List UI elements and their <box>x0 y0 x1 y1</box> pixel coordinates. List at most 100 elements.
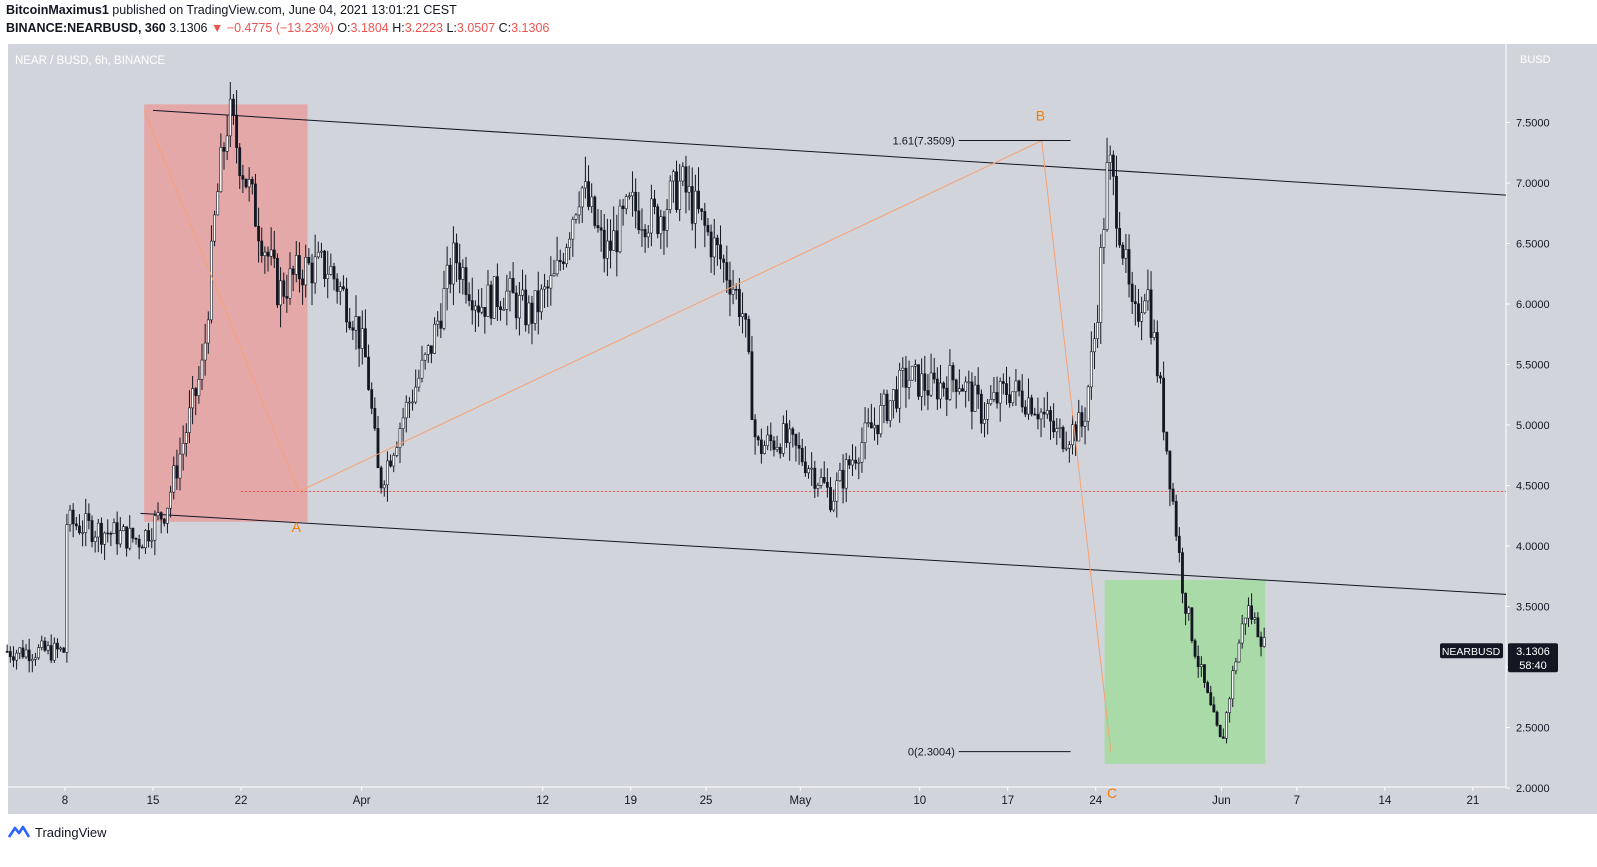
last-price: 3.1306 <box>169 21 208 35</box>
candle-up <box>1146 289 1150 302</box>
candle-down <box>1171 488 1175 502</box>
channel-top-line <box>152 109 1507 196</box>
candle-up <box>552 273 556 277</box>
candle-down <box>895 389 898 409</box>
candle-up <box>354 316 358 331</box>
candle-down <box>615 230 619 253</box>
candle-down <box>511 277 515 294</box>
wave-line <box>143 110 1112 752</box>
candle-down <box>162 518 166 524</box>
candle-up <box>1108 154 1112 163</box>
candle-down <box>621 205 625 210</box>
price-tick-label: 3.5000 <box>1516 602 1550 614</box>
candle-up <box>474 305 477 311</box>
candle-down <box>430 345 433 354</box>
candle-up <box>580 187 584 208</box>
candle-up <box>508 277 512 292</box>
candle-down <box>722 258 726 263</box>
candle-up <box>65 524 69 653</box>
candle-up <box>568 238 572 248</box>
candle-up <box>835 480 839 502</box>
candle-down <box>260 240 264 257</box>
price-tick-label: 7.5000 <box>1516 118 1550 130</box>
candle-down <box>140 546 144 549</box>
candle-up <box>1086 386 1090 422</box>
time-tick-label: 7 <box>1294 795 1300 807</box>
candle-down <box>370 389 374 409</box>
candle-down <box>995 392 999 404</box>
candle-down <box>115 522 119 545</box>
candle-down <box>367 356 370 390</box>
candle-up <box>360 328 364 349</box>
candle-up <box>492 276 496 319</box>
candle-up <box>929 372 933 396</box>
candle-down <box>467 294 471 301</box>
candle-down <box>1212 704 1216 713</box>
candle-down <box>100 522 103 545</box>
candle-down <box>800 447 804 463</box>
candle-down <box>1206 682 1210 693</box>
candle-down <box>1177 535 1181 553</box>
time-tick-label: 19 <box>624 795 637 807</box>
candle-up <box>671 171 675 182</box>
candle-up <box>898 369 902 409</box>
candle-down <box>1137 303 1140 322</box>
candle-down <box>829 487 832 511</box>
high-label: H: <box>392 21 405 35</box>
candle-down <box>1256 617 1260 638</box>
candle-up <box>1243 617 1247 625</box>
candle-down <box>175 465 179 479</box>
candle-up <box>857 461 861 464</box>
candle-down <box>1130 283 1134 302</box>
candle-down <box>587 181 590 207</box>
candle-up <box>304 257 308 286</box>
candle-up <box>326 273 330 279</box>
candle-up <box>1011 391 1015 404</box>
time-tick-label: Jun <box>1212 795 1231 807</box>
candle-up <box>502 309 506 311</box>
close-value: 3.1306 <box>511 21 550 35</box>
time-tick-label: 8 <box>62 795 68 807</box>
candle-up <box>420 359 424 379</box>
candle-down <box>56 642 59 650</box>
candle-up <box>989 399 993 404</box>
candle-down <box>21 647 25 658</box>
candle-up <box>228 98 232 137</box>
candle-down <box>1165 431 1169 452</box>
candle-down <box>1133 301 1137 305</box>
candle-up <box>505 290 509 310</box>
candle-up <box>15 652 19 661</box>
candle-up <box>18 647 22 654</box>
candle-down <box>87 513 91 521</box>
candle-up <box>263 251 267 257</box>
author-name: BitcoinMaximus1 <box>6 3 109 17</box>
candle-up <box>851 459 854 466</box>
candle-up <box>184 432 188 444</box>
candle-down <box>464 267 468 295</box>
candle-down <box>756 436 760 441</box>
candle-up <box>1071 424 1074 446</box>
candle-up <box>957 388 961 392</box>
candle-up <box>1064 447 1068 450</box>
change-value: −0.4775 (−13.23%) <box>226 21 334 35</box>
candle-down <box>235 114 238 148</box>
candle-up <box>1045 410 1049 415</box>
candle-down <box>596 225 600 229</box>
time-tick-label: 10 <box>913 795 926 807</box>
candle-up <box>480 307 484 313</box>
candle-up <box>574 214 578 220</box>
candle-down <box>357 316 361 349</box>
candle-down <box>301 278 304 286</box>
candle-down <box>439 320 443 329</box>
candle-down <box>1162 377 1166 433</box>
candle-up <box>948 365 952 400</box>
candle-down <box>885 393 889 421</box>
candle-up <box>1187 607 1191 614</box>
candle-down <box>536 290 540 313</box>
fib-label-0: 0(2.3004) <box>908 747 955 759</box>
candle-up <box>879 405 883 435</box>
candle-up <box>1083 420 1087 427</box>
price-chart[interactable]: NEAR / BUSD, 6h, BINANCE BUSD 7.5000 7.0000… <box>0 0 1597 820</box>
candle-up <box>910 365 914 381</box>
candle-up <box>687 186 691 193</box>
